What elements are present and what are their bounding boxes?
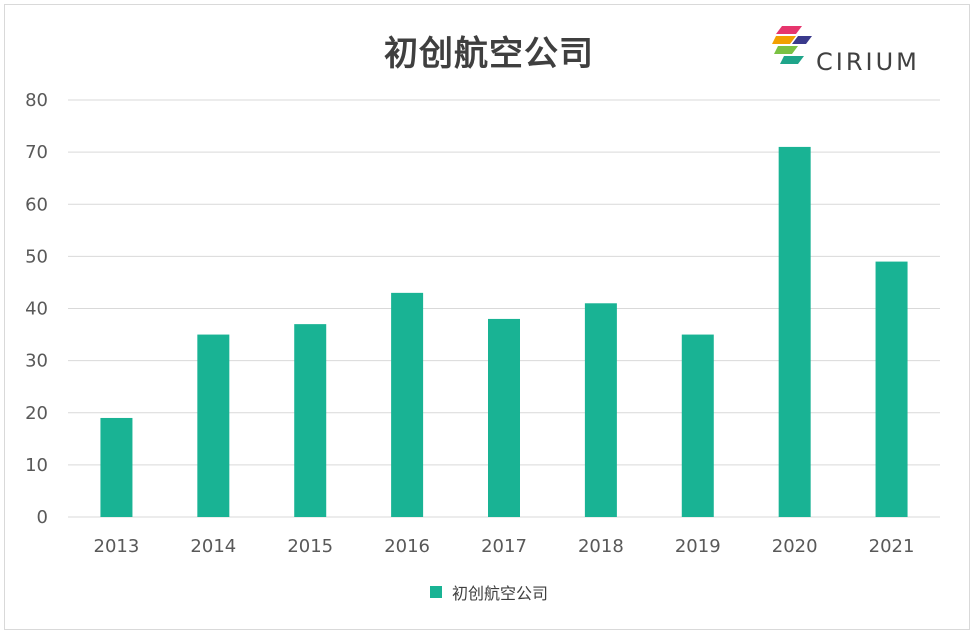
legend: 初创航空公司 <box>0 580 978 604</box>
x-tick-label: 2015 <box>287 536 333 557</box>
bar-2020 <box>778 146 811 517</box>
bar-2021 <box>875 261 908 517</box>
legend-label: 初创航空公司 <box>451 584 548 603</box>
x-tick-label: 2019 <box>675 536 721 557</box>
bar-2017 <box>488 318 520 517</box>
x-tick-label: 2016 <box>384 536 430 557</box>
y-tick-label: 20 <box>25 403 48 424</box>
y-tick-label: 80 <box>25 90 48 111</box>
y-tick-label: 0 <box>37 507 48 528</box>
chart-title: 初创航空公司 <box>384 34 594 74</box>
y-tick-label: 10 <box>25 455 48 476</box>
x-tick-label: 2021 <box>869 536 915 557</box>
bar-2019 <box>681 334 714 517</box>
legend-swatch <box>429 586 442 598</box>
y-tick-label: 60 <box>25 194 48 215</box>
x-tick-label: 2014 <box>190 536 236 557</box>
y-tick-label: 40 <box>25 299 48 320</box>
cirium-logo-text: CIRIUM <box>816 48 920 76</box>
x-tick-label: 2020 <box>772 536 818 557</box>
bar-chart: 0 10 20 30 40 50 60 70 80 2013 2014 2015 2016 2017 201… <box>25 90 940 557</box>
x-tick-label: 2013 <box>94 536 140 557</box>
y-tick-label: 30 <box>25 351 48 372</box>
cirium-logo-icon <box>772 26 812 64</box>
bar-2014 <box>197 334 230 517</box>
bar-2013 <box>100 417 133 517</box>
x-tick-label: 2018 <box>578 536 624 557</box>
y-tick-label: 70 <box>25 142 48 163</box>
bar-2015 <box>294 324 327 517</box>
y-tick-label: 50 <box>25 246 48 267</box>
bar-2016 <box>391 292 424 517</box>
x-tick-label: 2017 <box>481 536 527 557</box>
bar-2018 <box>584 303 617 517</box>
